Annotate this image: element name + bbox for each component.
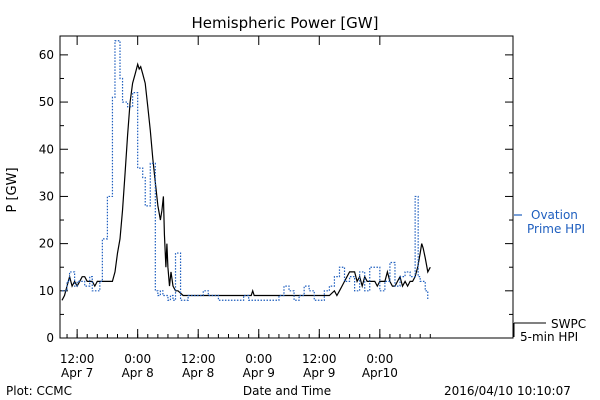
x-tick-label-time: 12:00 [181,352,216,366]
y-tick-label: 0 [46,331,54,345]
x-tick-label-date: Apr 9 [243,366,275,380]
footer-plot-source: Plot: CCMC [6,384,72,398]
x-tick-label-time: 0:00 [124,352,151,366]
series-layer [61,40,546,337]
y-tick-label: 20 [39,237,54,251]
legend-swpc: SWPC 5-min HPI [520,317,586,344]
y-tick-label: 60 [39,48,54,62]
x-tick-label-date: Apr 8 [122,366,154,380]
y-axis: 0 10 20 30 40 50 60 [39,48,513,345]
y-tick-label: 50 [39,95,54,109]
chart-title: Hemispheric Power [GW] [192,14,379,32]
legend-swpc-line1: SWPC [551,317,586,331]
x-tick-label-time: 0:00 [366,352,393,366]
x-tick-label-time: 12:00 [302,352,337,366]
y-axis-label: P [GW] [5,167,20,212]
x-axis-label: Date and Time [243,384,331,398]
x-tick-label-date: Apr 8 [182,366,214,380]
plot-frame [59,35,514,339]
y-tick-label: 10 [39,284,54,298]
y-tick-label: 40 [39,142,54,156]
x-tick-label-date: Apr 9 [303,366,335,380]
x-tick-label-date: Apr10 [362,366,398,380]
x-tick-label-time: 0:00 [245,352,272,366]
x-tick-label-date: Apr 7 [61,366,93,380]
footer-timestamp: 2016/04/10 10:10:07 [444,384,571,398]
legend-swpc-line2: 5-min HPI [520,330,578,344]
legend-ovation-line2: Prime HPI [527,222,585,236]
series-swpc-5min-hpi [61,62,431,301]
legend-ovation: Ovation Prime HPI [527,208,585,236]
x-tick-label-time: 12:00 [60,352,95,366]
legend-ovation-line1: Ovation [531,208,578,222]
series-ovation-prime-hpi [62,40,429,301]
y-tick-label: 30 [39,189,54,203]
